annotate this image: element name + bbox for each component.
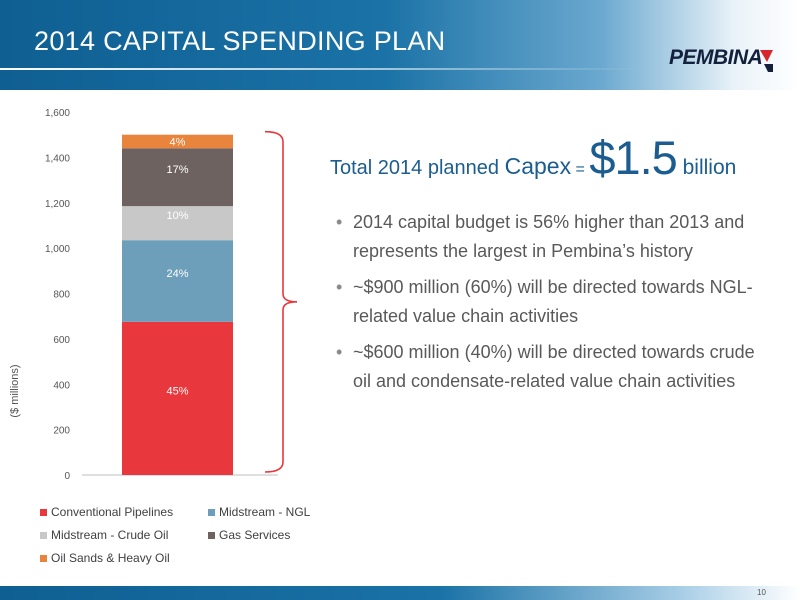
total-capex-headline: Total 2014 planned Capex = $1.5 billion [330,130,736,185]
pembina-logo: PEMBINA [669,44,775,74]
bar-segment-label: 17% [166,164,188,176]
bullet-text: ~$600 million (40%) will be directed tow… [353,342,755,391]
bullet-item: • ~$900 million (60%) will be directed to… [334,273,774,331]
legend-item: Gas Services [208,528,290,542]
bullet-item: • ~$600 million (40%) will be directed to… [334,338,774,396]
page-number: 10 [757,588,766,597]
legend-item: Midstream - NGL [208,505,310,519]
total-text-prefix: Total 2014 planned [330,157,505,179]
bar-segment-label: 45% [166,385,188,397]
y-tick-label: 1,200 [45,199,70,210]
legend-item: Conventional Pipelines [40,505,173,519]
legend-item: Midstream - Crude Oil [40,528,168,542]
y-tick-label: 1,600 [45,108,70,119]
y-tick-label: 1,000 [45,244,70,255]
logo-mark-icon [760,50,773,72]
legend-swatch [40,554,47,562]
legend-label: Oil Sands & Heavy Oil [51,551,170,565]
y-tick-label: 1,400 [45,153,70,164]
bar-segment [122,240,233,322]
bar-segment [122,148,233,207]
legend-swatch [40,508,47,516]
legend-label: Gas Services [219,528,291,542]
bar-segment-label: 24% [166,268,188,280]
total-unit: billion [676,156,737,179]
total-bracket [264,130,298,473]
bullet-text: ~$900 million (60%) will be directed tow… [353,277,753,326]
total-text-equals: = [571,161,590,178]
legend-swatch [40,531,47,539]
legend-swatch [208,531,215,539]
bar-segment [122,206,233,241]
legend-label: Midstream - NGL [219,505,311,519]
y-axis-title: ($ millions) [9,364,21,418]
bar-segment-label: 4% [170,136,186,148]
total-text-capex: Capex [504,153,572,179]
bar-segment-label: 10% [166,210,188,222]
legend-swatch [208,508,215,516]
bullet-item: • 2014 capital budget is 56% higher than … [334,208,774,266]
slide-title: 2014 CAPITAL SPENDING PLAN [34,26,446,56]
slide-header: 2014 CAPITAL SPENDING PLAN [0,0,800,90]
bullet-text: 2014 capital budget is 56% higher than 2… [353,212,745,261]
y-tick-label: 800 [53,290,70,301]
chart-plot-area: 0 200 400 600 800 1,000 1,200 1,400 1,600 45% 24% 1… [45,108,298,482]
bullet-dot-icon: • [336,342,343,362]
legend-label: Conventional Pipelines [51,505,174,519]
capex-stacked-bar-chart: ($ millions) 0 200 400 600 800 1,000 1,200 1,40… [0,95,320,500]
legend-label: Midstream - Crude Oil [51,528,169,542]
bullet-dot-icon: • [336,277,343,297]
logo-text: PEMBINA [669,46,763,69]
total-amount: $1.5 [589,131,677,184]
header-divider-line [0,68,640,70]
bar-segment [122,321,233,475]
bullet-list: • 2014 capital budget is 56% higher than … [334,208,774,403]
slide-footer-bar [0,586,800,600]
y-tick-label: 400 [53,380,70,391]
bar-segment [122,134,233,149]
legend-item: Oil Sands & Heavy Oil [40,551,170,565]
y-tick-label: 0 [64,471,70,482]
y-tick-label: 200 [53,426,70,437]
bullet-dot-icon: • [336,212,343,232]
y-tick-label: 600 [53,335,70,346]
